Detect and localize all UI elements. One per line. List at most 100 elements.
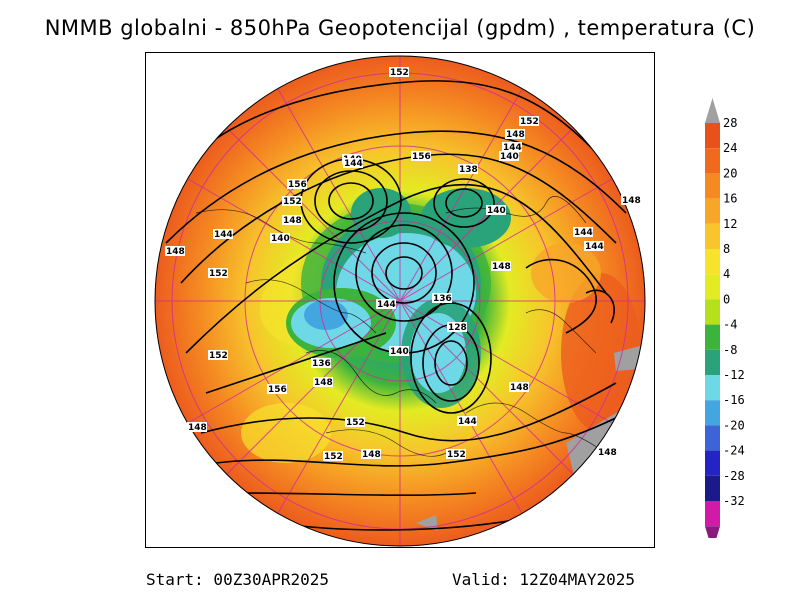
svg-text:140: 140 xyxy=(390,347,409,357)
colorbar-top-cap xyxy=(705,98,720,123)
contour-label: 144 xyxy=(213,229,233,240)
contour-label: 152 xyxy=(208,350,228,361)
svg-text:128: 128 xyxy=(448,323,467,333)
svg-text:152: 152 xyxy=(447,450,466,460)
colorbar-tick-label: 8 xyxy=(723,242,730,256)
contour-label: 136 xyxy=(432,293,452,304)
contour-label: 144 xyxy=(573,227,593,238)
contour-label: 140 xyxy=(486,205,506,216)
contour-label: 148 xyxy=(361,449,381,460)
colorbar-tick-label: 24 xyxy=(723,141,737,155)
contour-label: 148 xyxy=(282,215,302,226)
colorbar-tick-label: -24 xyxy=(723,444,745,458)
svg-text:156: 156 xyxy=(288,180,307,190)
contour-label: 152 xyxy=(208,268,228,279)
colorbar-tick-label: -16 xyxy=(723,393,745,407)
svg-text:156: 156 xyxy=(412,152,431,162)
svg-text:144: 144 xyxy=(377,300,396,310)
contour-label: 148 xyxy=(491,261,511,272)
colorbar-tick-label: 12 xyxy=(723,217,737,231)
contour-label: 128 xyxy=(447,322,467,333)
colorbar-swatch xyxy=(705,148,720,174)
start-time: Start: 00Z30APR2025 xyxy=(146,570,330,589)
colorbar-tick-label: -32 xyxy=(723,494,745,508)
contour-label: 156 xyxy=(267,384,287,395)
svg-text:140: 140 xyxy=(271,234,290,244)
colorbar-tick-label: 28 xyxy=(723,116,737,130)
map-title: NMMB globalni - 850hPa Geopotencijal (gp… xyxy=(44,16,756,40)
contour-label: 148 xyxy=(505,129,525,140)
svg-text:148: 148 xyxy=(166,247,185,257)
svg-text:144: 144 xyxy=(585,242,604,252)
contour-label: 148 xyxy=(597,447,617,458)
svg-text:152: 152 xyxy=(324,452,343,462)
colorbar-swatch xyxy=(705,198,720,224)
svg-text:148: 148 xyxy=(362,450,381,460)
svg-text:152: 152 xyxy=(346,418,365,428)
svg-text:140: 140 xyxy=(500,152,519,162)
colorbar-tick-label: 0 xyxy=(723,292,730,306)
svg-text:144: 144 xyxy=(458,417,477,427)
colorbar-tick-label: 16 xyxy=(723,192,737,206)
colorbar-swatch xyxy=(705,249,720,275)
colorbar-tick-label: 20 xyxy=(723,166,737,180)
contour-label: 152 xyxy=(389,67,409,78)
contour-label: 148 xyxy=(313,377,333,388)
contour-label: 148 xyxy=(509,382,529,393)
svg-text:152: 152 xyxy=(283,197,302,207)
svg-text:144: 144 xyxy=(574,228,593,238)
colorbar-swatch xyxy=(705,475,720,501)
colorbar-swatch xyxy=(705,450,720,476)
colorbar-tick-label: -4 xyxy=(723,318,737,332)
contour-label: 144 xyxy=(343,158,363,169)
colorbar-swatch xyxy=(705,123,720,149)
contour-label: 152 xyxy=(446,449,466,460)
valid-time: Valid: 12Z04MAY2025 xyxy=(452,570,636,589)
colorbar-tick-label: 4 xyxy=(723,267,730,281)
colorbar-tick-label: -8 xyxy=(723,343,737,357)
contour-label: 144 xyxy=(502,142,522,153)
svg-text:148: 148 xyxy=(314,378,333,388)
svg-text:148: 148 xyxy=(506,130,525,140)
colorbar-swatch xyxy=(705,324,720,350)
svg-text:144: 144 xyxy=(344,159,363,169)
contour-label: 152 xyxy=(519,116,539,127)
colorbar-swatch xyxy=(705,501,720,527)
contour-label: 144 xyxy=(457,416,477,427)
svg-text:138: 138 xyxy=(459,165,478,175)
colorbar-swatch xyxy=(705,375,720,401)
colorbar-bottom-cap xyxy=(705,526,720,538)
temperature-field xyxy=(155,56,645,546)
colorbar-swatch xyxy=(705,223,720,249)
svg-text:148: 148 xyxy=(492,262,511,272)
colorbar-swatch xyxy=(705,425,720,451)
contour-label: 140 xyxy=(499,151,519,162)
contour-label: 148 xyxy=(187,422,207,433)
contour-label: 144 xyxy=(584,241,604,252)
colorbar-swatch xyxy=(705,274,720,300)
svg-text:152: 152 xyxy=(209,351,228,361)
contour-label: 144 xyxy=(376,299,396,310)
contour-label: 152 xyxy=(345,417,365,428)
colorbar-swatch xyxy=(705,173,720,199)
contour-label-layer: 1521521481441401561381401441561521481401… xyxy=(165,67,641,462)
svg-text:136: 136 xyxy=(312,359,331,369)
colorbar-tick-label: -20 xyxy=(723,418,745,432)
colorbar-tick-label: -12 xyxy=(723,368,745,382)
svg-text:144: 144 xyxy=(503,143,522,153)
contour-label: 156 xyxy=(287,179,307,190)
svg-text:152: 152 xyxy=(390,68,409,78)
contour-label: 152 xyxy=(323,451,343,462)
svg-text:136: 136 xyxy=(433,294,452,304)
svg-text:156: 156 xyxy=(268,385,287,395)
colorbar-swatch xyxy=(705,400,720,426)
contour-label: 156 xyxy=(411,151,431,162)
contour-label: 148 xyxy=(165,246,185,257)
contour-label: 138 xyxy=(458,164,478,175)
contour-label: 140 xyxy=(389,346,409,357)
colorbar-swatch xyxy=(705,349,720,375)
colorbar-tick-label: -28 xyxy=(723,469,745,483)
svg-text:148: 148 xyxy=(283,216,302,226)
polar-map: 1521521481441401561381401441561521481401… xyxy=(154,55,646,547)
colorbar-swatch xyxy=(705,299,720,325)
